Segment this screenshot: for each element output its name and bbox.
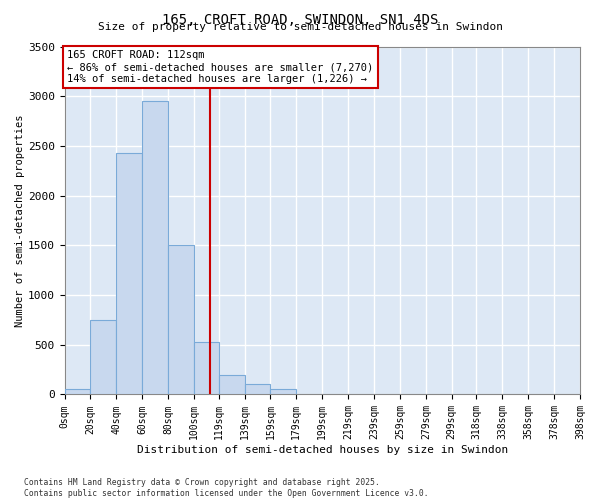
Text: Contains HM Land Registry data © Crown copyright and database right 2025.
Contai: Contains HM Land Registry data © Crown c… <box>24 478 428 498</box>
Bar <box>65 388 91 394</box>
Bar <box>116 153 142 394</box>
Bar <box>194 342 218 394</box>
Bar <box>168 246 194 394</box>
Bar <box>142 101 168 394</box>
Bar <box>271 388 296 394</box>
Text: 165, CROFT ROAD, SWINDON, SN1 4DS: 165, CROFT ROAD, SWINDON, SN1 4DS <box>162 12 438 26</box>
Y-axis label: Number of semi-detached properties: Number of semi-detached properties <box>15 114 25 326</box>
Bar <box>245 384 271 394</box>
X-axis label: Distribution of semi-detached houses by size in Swindon: Distribution of semi-detached houses by … <box>137 445 508 455</box>
Text: 165 CROFT ROAD: 112sqm
← 86% of semi-detached houses are smaller (7,270)
14% of : 165 CROFT ROAD: 112sqm ← 86% of semi-det… <box>67 50 373 84</box>
Text: Size of property relative to semi-detached houses in Swindon: Size of property relative to semi-detach… <box>97 22 503 32</box>
Bar <box>91 320 116 394</box>
Bar <box>218 374 245 394</box>
